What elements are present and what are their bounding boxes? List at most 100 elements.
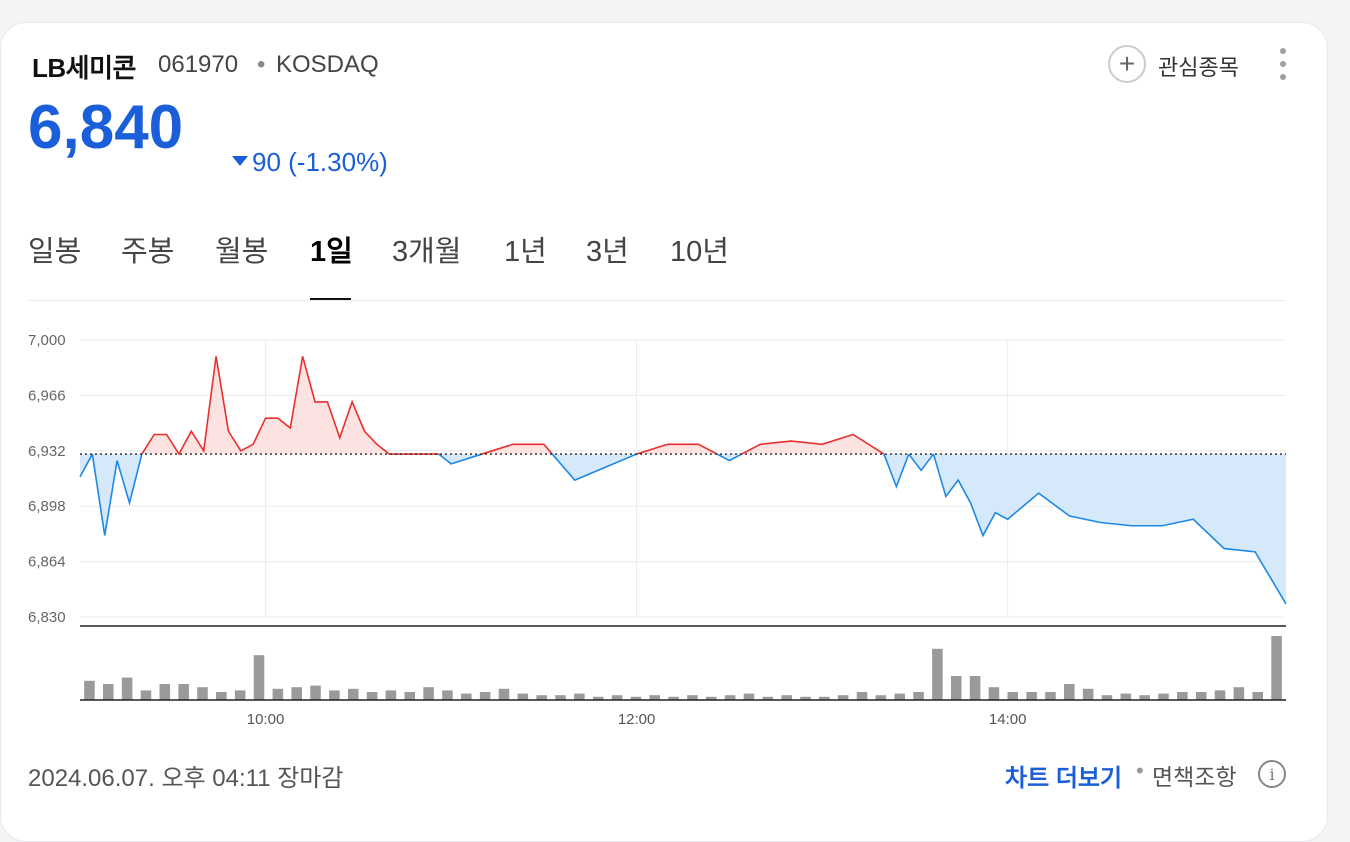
volume-bar bbox=[216, 692, 227, 700]
price-line-up bbox=[741, 433, 885, 455]
volume-bar bbox=[479, 692, 491, 700]
volume-bar bbox=[404, 692, 416, 700]
volume-bar bbox=[310, 685, 321, 700]
volume-bar bbox=[102, 684, 114, 700]
volume-bar bbox=[1082, 688, 1094, 700]
price-line-down bbox=[551, 453, 637, 482]
volume-bar bbox=[197, 687, 208, 700]
volume-bar bbox=[574, 693, 585, 700]
volume-bar bbox=[234, 690, 246, 700]
volume-bar bbox=[498, 688, 510, 700]
y-tick-label: 7,000 bbox=[28, 332, 66, 349]
volume-bar bbox=[272, 688, 284, 700]
volume-bar bbox=[969, 676, 981, 700]
tab-1day[interactable]: 1일 bbox=[310, 236, 353, 268]
price-line-up bbox=[636, 443, 718, 455]
down-triangle-icon bbox=[232, 156, 248, 167]
y-tick-label: 6,830 bbox=[28, 609, 66, 626]
tab-10year[interactable]: 10년 bbox=[670, 236, 729, 268]
volume-bar bbox=[988, 687, 1000, 700]
volume-bar bbox=[856, 692, 868, 700]
volume-bar bbox=[611, 695, 623, 700]
up-area bbox=[741, 434, 884, 455]
y-tick-label: 6,932 bbox=[28, 443, 66, 460]
price-line-down bbox=[932, 453, 1287, 605]
volume-bar bbox=[1026, 692, 1037, 700]
down-area bbox=[438, 454, 482, 464]
volume-bar bbox=[329, 690, 340, 700]
tab-weekly[interactable]: 주봉 bbox=[121, 236, 175, 268]
volume-bar bbox=[630, 696, 642, 700]
volume-bar bbox=[1271, 636, 1282, 700]
disclaimer-link[interactable]: 면책조항 bbox=[1152, 764, 1237, 790]
volume-bar bbox=[1233, 687, 1245, 700]
down-area bbox=[908, 454, 934, 471]
footer-separator: • bbox=[1136, 758, 1144, 783]
volume-bar bbox=[517, 693, 529, 700]
volume-bar bbox=[894, 693, 905, 700]
volume-bar bbox=[366, 692, 378, 700]
volume-bar bbox=[385, 690, 397, 700]
price-line-down bbox=[883, 453, 910, 489]
volume-bar bbox=[592, 696, 604, 700]
volume-bar bbox=[1045, 692, 1056, 700]
volume-bar bbox=[687, 695, 698, 700]
volume-bar bbox=[932, 648, 943, 700]
price-line-down bbox=[438, 453, 483, 465]
separator-dot: • bbox=[257, 51, 266, 78]
info-icon[interactable]: i bbox=[1258, 760, 1286, 788]
price-line-down bbox=[79, 453, 94, 478]
volume-bar bbox=[950, 676, 962, 700]
plus-icon[interactable]: + bbox=[1108, 45, 1146, 83]
price-chart[interactable]: 7,000 6,966 6,932 6,898 6,864 6,830 10:00 12:00… bbox=[0, 0, 1350, 740]
volume-bar bbox=[1120, 693, 1132, 700]
volume-bar bbox=[442, 690, 453, 700]
volume-bar bbox=[1158, 693, 1169, 700]
price-line-up bbox=[141, 356, 439, 456]
volume-bar bbox=[423, 687, 434, 700]
price-change-value: 90 (-1.30%) bbox=[252, 147, 388, 177]
price-line-up bbox=[481, 443, 553, 455]
up-area bbox=[141, 356, 439, 455]
tab-3year[interactable]: 3년 bbox=[586, 236, 629, 268]
more-chart-link[interactable]: 차트 더보기 bbox=[1005, 765, 1123, 792]
price-line-down bbox=[716, 453, 743, 462]
y-tick-label: 6,864 bbox=[28, 554, 66, 571]
vertical-dots-icon[interactable] bbox=[1276, 48, 1290, 80]
volume-bar bbox=[461, 693, 472, 700]
volume-bar bbox=[1252, 692, 1264, 700]
volume-bar bbox=[1214, 690, 1226, 700]
volume-bar bbox=[800, 696, 811, 700]
volume-bar bbox=[347, 688, 359, 700]
down-area bbox=[92, 454, 142, 536]
market-name: KOSDAQ bbox=[276, 51, 379, 78]
market-close-time: 2024.06.07. 오후 04:11 장마감 bbox=[28, 765, 344, 792]
tabs-divider bbox=[28, 300, 1286, 301]
volume-bar bbox=[121, 677, 133, 700]
x-tick-label: 12:00 bbox=[618, 711, 656, 728]
volume-bar bbox=[1177, 692, 1188, 700]
volume-bar bbox=[743, 693, 755, 700]
price-change: 90 (-1.30%) bbox=[232, 147, 388, 178]
stock-name: LB세미콘 bbox=[32, 53, 136, 83]
x-tick-label: 10:00 bbox=[247, 711, 285, 728]
tab-3month[interactable]: 3개월 bbox=[392, 236, 462, 268]
tab-1year[interactable]: 1년 bbox=[504, 236, 547, 268]
volume-bar bbox=[1064, 684, 1075, 700]
volume-bar bbox=[649, 695, 661, 700]
y-tick-label: 6,898 bbox=[28, 498, 66, 515]
up-area bbox=[636, 444, 718, 455]
volume-bar bbox=[555, 695, 566, 700]
tab-monthly[interactable]: 월봉 bbox=[215, 236, 269, 268]
add-watchlist-button[interactable]: 관심종목 bbox=[1158, 55, 1239, 80]
down-area bbox=[552, 454, 637, 481]
up-area bbox=[482, 444, 553, 455]
volume-bar bbox=[140, 690, 152, 700]
down-area bbox=[717, 454, 742, 461]
volume-bar bbox=[781, 695, 792, 700]
active-tab-indicator bbox=[310, 298, 351, 301]
volume-bar bbox=[1139, 695, 1150, 700]
current-price: 6,840 bbox=[28, 93, 184, 162]
volume-bar bbox=[1195, 692, 1207, 700]
tab-daily[interactable]: 일봉 bbox=[28, 236, 82, 268]
